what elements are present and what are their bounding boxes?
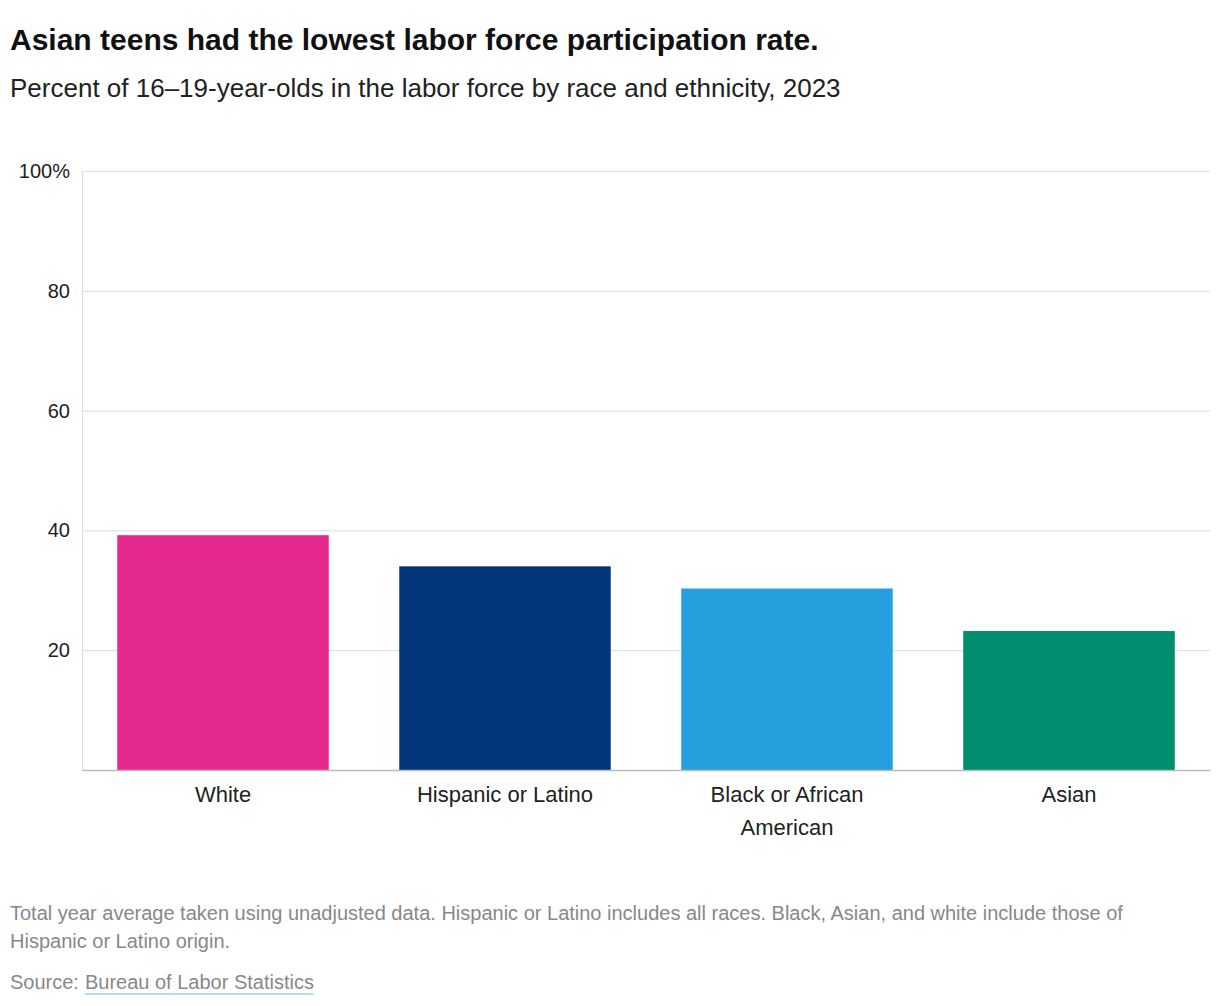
title: Asian teens had the lowest labor force p… [10,23,819,56]
grid-line [82,171,1210,172]
grid-line [82,291,1210,292]
source-label: Source: [10,971,79,993]
x-tick-label: Hispanic or Latino [417,782,593,807]
footnote: Total year average taken using unadjuste… [10,902,1123,952]
x-axis-line [83,770,1211,772]
label-line: Asian [1041,782,1096,807]
bar [963,631,1175,770]
y-tick-label: 100% [19,160,70,182]
grid-line [82,530,1210,531]
footnote-line: Total year average taken using unadjuste… [10,902,1123,924]
source-underline [85,993,314,995]
y-tick-label: 80 [48,280,70,302]
x-tick: White [195,770,251,807]
y-tick-label: 20 [48,639,70,661]
y-tick: 100% [19,160,1210,182]
label-line: White [195,782,251,807]
bar [117,535,329,770]
y-axis-line [82,172,83,771]
y-tick-label: 60 [48,400,70,422]
label-line: Black or African [711,782,864,807]
x-axis: White Hispanic or Latino Black or African A… [83,770,1211,840]
x-tick: Asian [1041,770,1096,807]
x-tick-label: Asian [1041,782,1096,807]
y-tick-label: 40 [48,519,70,541]
y-tick: 60 [48,400,1210,422]
label-line: American [741,815,834,840]
bars [117,535,1175,770]
x-tick-label: White [195,782,251,807]
y-axis: 20 40 60 80 100% [19,160,1210,771]
footnote-line: Hispanic or Latino origin. [10,930,230,952]
grid-line [82,411,1210,412]
x-tick-label: Black or African American [711,782,864,840]
subtitle: Percent of 16–19-year-olds in the labor … [10,73,841,103]
source-link[interactable]: Bureau of Labor Statistics [85,971,314,993]
x-tick: Black or African American [711,770,864,840]
bar [399,566,611,770]
bar [681,589,893,770]
y-tick: 80 [48,280,1210,302]
label-line: Hispanic or Latino [417,782,593,807]
chart: Asian teens had the lowest labor force p… [0,0,1220,1006]
x-tick: Hispanic or Latino [417,770,593,807]
